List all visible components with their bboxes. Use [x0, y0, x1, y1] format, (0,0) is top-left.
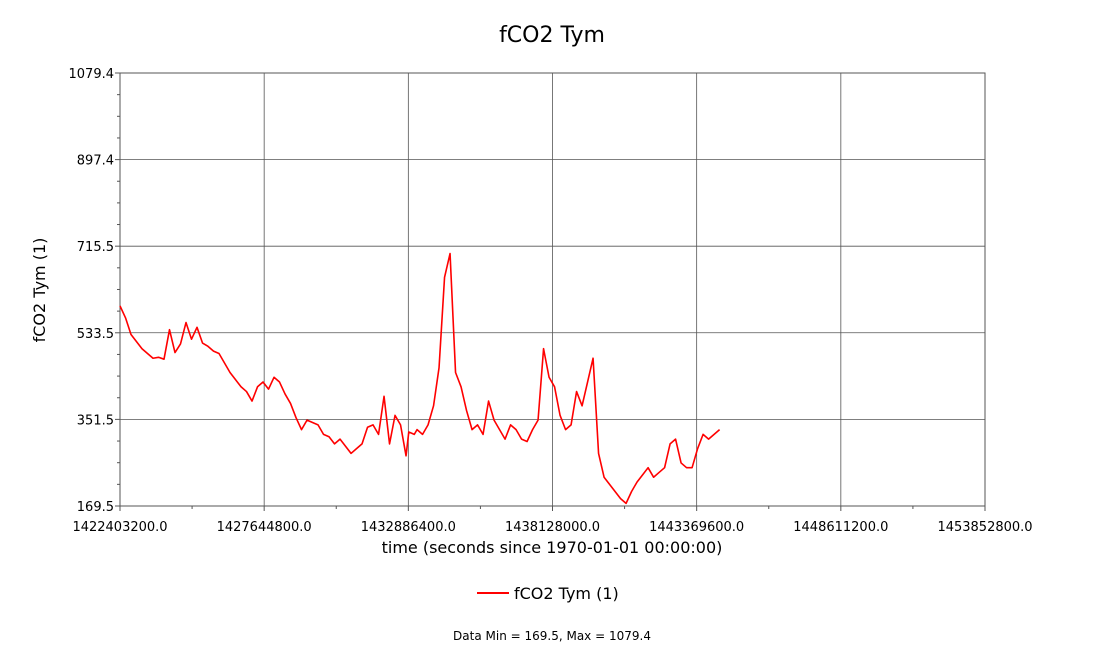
y-tick-label: 715.5	[77, 240, 114, 255]
x-axis: 1422403200.0 1427644800.0 1432886400.0 1438…	[72, 506, 1033, 535]
x-tick-label: 1443369600.0	[649, 520, 744, 535]
data-range-footer: Data Min = 169.5, Max = 1079.4	[453, 629, 651, 643]
x-tick-label: 1438128000.0	[505, 520, 600, 535]
y-tick-label: 169.5	[77, 500, 114, 515]
x-tick-label: 1448611200.0	[793, 520, 888, 535]
x-tick-label: 1427644800.0	[217, 520, 312, 535]
x-tick-label: 1432886400.0	[361, 520, 456, 535]
x-axis-label: time (seconds since 1970-01-01 00:00:00)	[382, 538, 723, 557]
series-layer	[119, 252, 721, 505]
x-tick-label: 1453852800.0	[937, 520, 1032, 535]
grid	[120, 73, 985, 506]
y-tick-label: 351.5	[77, 413, 114, 428]
y-tick-label: 1079.4	[69, 67, 115, 82]
y-axis-label: fCO2 Tym (1)	[30, 238, 49, 343]
y-axis: 169.5 351.5 533.5 715.5 897.4 1079.4	[69, 67, 120, 515]
series-line	[119, 252, 721, 505]
legend: fCO2 Tym (1)	[477, 584, 619, 603]
chart-title: fCO2 Tym	[499, 23, 605, 48]
legend-label: fCO2 Tym (1)	[514, 584, 619, 603]
y-tick-label: 533.5	[77, 327, 114, 342]
x-tick-label: 1422403200.0	[72, 520, 167, 535]
y-tick-label: 897.4	[77, 154, 114, 169]
